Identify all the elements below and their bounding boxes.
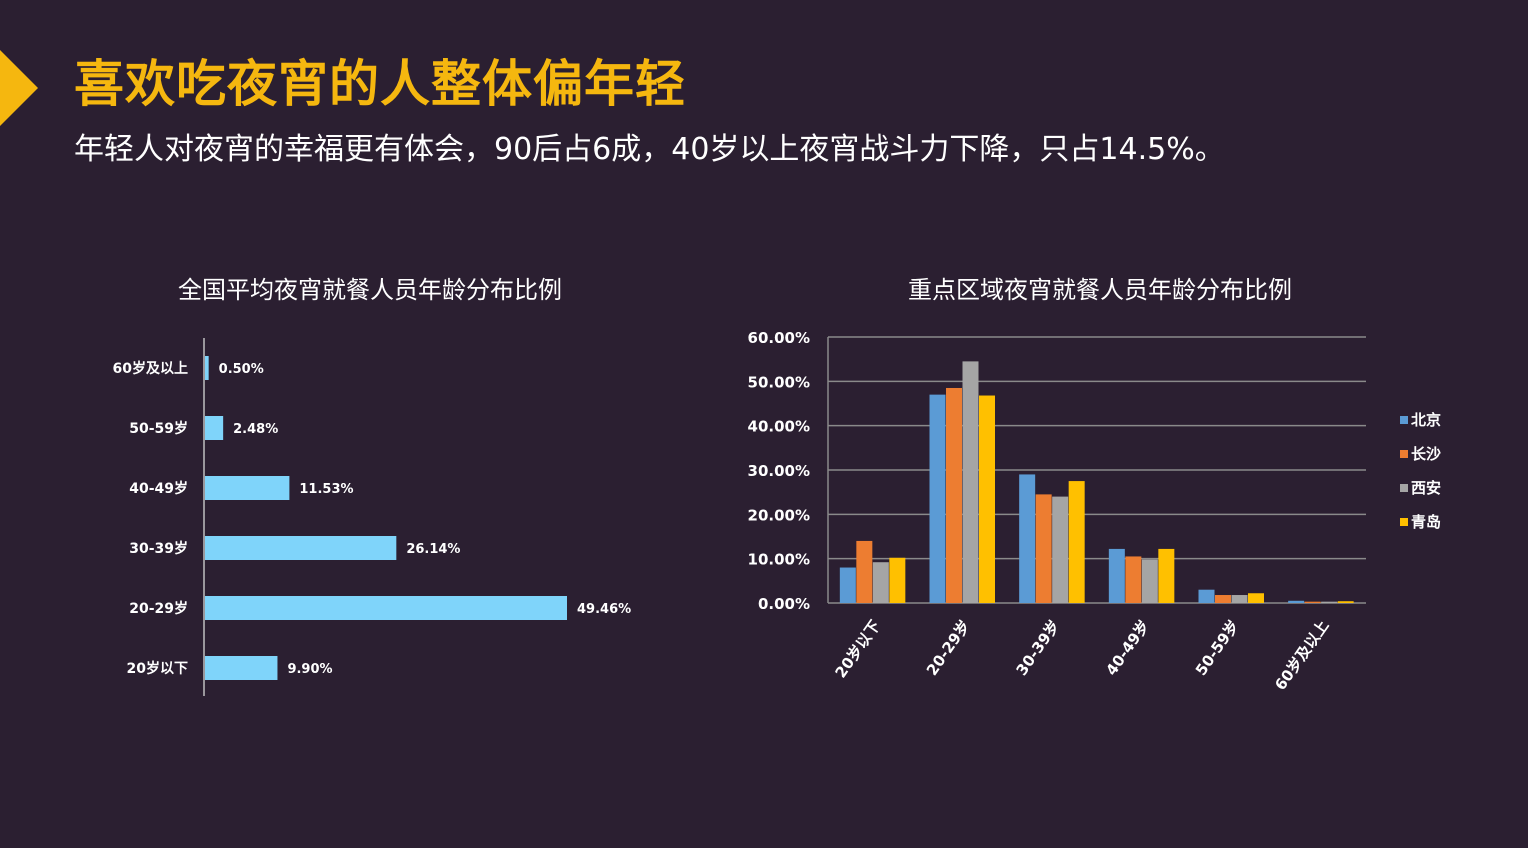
right-legend-label: 西安 [1411,479,1441,497]
right-bar [1108,548,1125,603]
right-category-label: 40-49岁 [1102,617,1153,679]
left-category-label: 20-29岁 [129,600,188,617]
right-legend-label: 北京 [1411,411,1441,429]
right-chart-title: 重点区域夜宵就餐人员年龄分布比例 [908,276,1292,304]
left-category-label: 60岁及以上 [113,360,188,377]
right-bar [1215,595,1231,603]
left-category-label: 40-49岁 [129,480,188,497]
right-ytick-label: 60.00% [748,329,810,347]
left-value-label: 11.53% [299,482,353,497]
right-category-label: 20-29岁 [923,617,974,679]
right-bar [1337,601,1354,603]
right-bar [946,387,962,603]
right-legend-swatch [1400,450,1408,458]
page-subtitle: 年轻人对夜宵的幸福更有体会，90后占6成，40岁以上夜宵战斗力下降，只占14.5… [74,132,1225,167]
right-bar [839,567,856,603]
right-ytick-label: 10.00% [748,551,810,569]
left-bar [205,596,567,620]
left-bar [205,536,397,560]
right-legend-label: 长沙 [1411,445,1441,463]
right-bar [1019,474,1036,603]
right-bar [979,395,995,603]
left-value-label: 0.50% [219,362,264,377]
left-value-label: 26.14% [406,542,460,557]
right-ytick-label: 0.00% [758,595,810,613]
right-bar [1158,548,1175,603]
title-arrow-marker [0,50,38,126]
left-category-label: 30-39岁 [129,540,188,557]
regional-age-column-chart: 0.00% 10.00% 20.00% 30.00% 40.00% 50.00% 60.00… [748,329,1442,694]
right-legend-swatch [1400,518,1408,526]
left-category-label: 20岁以下 [127,660,188,677]
right-bar [1141,559,1158,603]
right-bar [1231,595,1248,603]
right-bar [962,361,979,603]
right-ytick-label: 40.00% [748,418,810,436]
right-bar [1068,481,1085,603]
right-bar [1248,593,1264,603]
right-bar [929,394,946,603]
left-bar [205,476,290,500]
right-bar [1288,600,1305,603]
right-bar [889,557,906,603]
left-bar [205,356,209,380]
left-bar [205,656,278,680]
right-bar [1125,556,1142,603]
right-ytick-label: 20.00% [748,506,810,524]
right-legend-label: 青岛 [1411,513,1441,531]
left-value-label: 9.90% [287,662,332,677]
right-bar [1304,601,1321,603]
right-legend-swatch [1400,416,1408,424]
right-bar [1052,496,1069,603]
left-category-label: 50-59岁 [129,420,188,437]
right-legend-swatch [1400,484,1408,492]
right-ytick-label: 50.00% [748,373,810,391]
right-bar [1321,601,1338,603]
right-bar [856,540,873,603]
left-value-label: 49.46% [577,602,631,617]
right-bar [872,562,889,603]
left-bar [205,416,224,440]
right-category-label: 60岁及以上 [1271,617,1332,694]
right-bar [1198,589,1215,603]
right-category-label: 30-39岁 [1013,617,1064,679]
national-age-bar-chart: 60岁及以上 0.50% 50-59岁 2.48% 40-49岁 11.53% 30-39岁… [113,338,631,696]
right-ytick-label: 30.00% [748,462,810,480]
right-category-label: 50-59岁 [1192,617,1243,679]
page-title: 喜欢吃夜宵的人整体偏年轻 [74,55,686,113]
left-chart-title: 全国平均夜宵就餐人员年龄分布比例 [178,276,562,304]
right-category-label: 20岁以下 [832,617,885,681]
left-value-label: 2.48% [233,422,278,437]
right-bar [1035,494,1052,603]
